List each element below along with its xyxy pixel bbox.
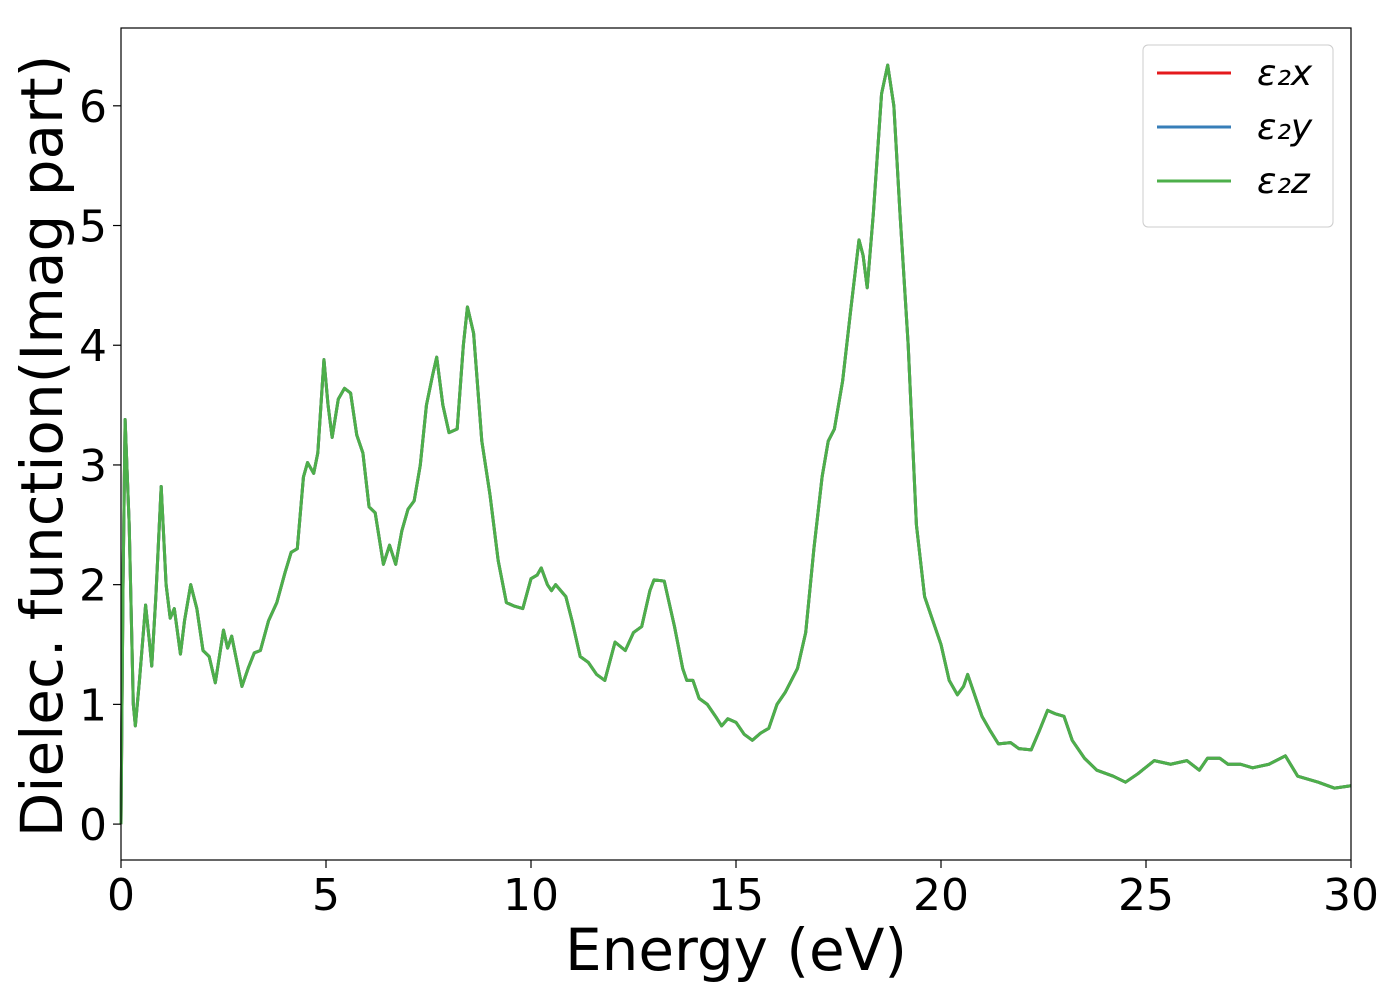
y-tick-label: 1 bbox=[79, 680, 107, 731]
x-tick-label: 25 bbox=[1118, 870, 1174, 921]
y-tick-label: 2 bbox=[79, 561, 107, 612]
legend-label: ε₂z bbox=[1257, 161, 1311, 202]
y-tick-label: 5 bbox=[79, 202, 107, 253]
x-axis-label: Energy (eV) bbox=[565, 916, 907, 984]
x-tick-label: 30 bbox=[1323, 870, 1379, 921]
legend-label: ε₂y bbox=[1257, 107, 1313, 148]
y-tick-label: 3 bbox=[79, 441, 107, 492]
legend-label: ε₂x bbox=[1257, 53, 1313, 94]
x-tick-label: 5 bbox=[312, 870, 340, 921]
y-axis-label: Dielec. function(Imag part) bbox=[8, 55, 76, 838]
y-tick-label: 0 bbox=[79, 800, 107, 851]
y-tick-label: 4 bbox=[79, 321, 107, 372]
x-tick-label: 10 bbox=[503, 870, 559, 921]
legend: ε₂x ε₂y ε₂z bbox=[1142, 44, 1334, 228]
data-line bbox=[119, 63, 1352, 825]
y-tick-label: 6 bbox=[79, 82, 107, 133]
x-tick-label: 20 bbox=[913, 870, 969, 921]
plot-area bbox=[119, 63, 1352, 825]
x-tick-label: 15 bbox=[708, 870, 764, 921]
x-tick-label: 0 bbox=[107, 870, 135, 921]
